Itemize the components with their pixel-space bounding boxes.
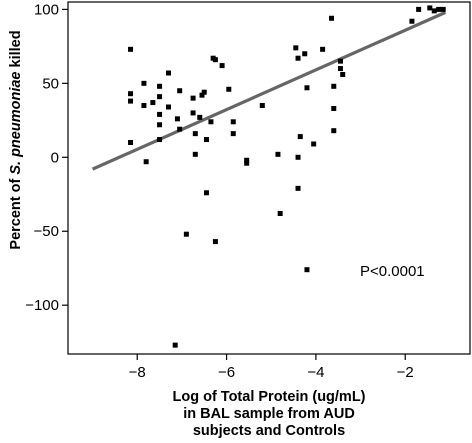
data-point: [226, 86, 232, 92]
data-point: [304, 267, 310, 273]
data-point: [212, 239, 218, 245]
data-point: [302, 51, 308, 57]
data-point: [157, 137, 163, 143]
data-point: [230, 119, 236, 125]
x-tick-label: −2: [397, 364, 414, 381]
data-point: [409, 18, 415, 24]
data-point: [219, 63, 225, 69]
data-point: [244, 160, 250, 166]
data-point: [337, 66, 343, 72]
plot-frame: [67, 1, 471, 355]
data-point: [331, 105, 337, 111]
data-point: [177, 126, 183, 132]
y-axis-title-part: Percent of: [8, 175, 24, 250]
data-point: [295, 55, 301, 61]
data-point: [212, 57, 218, 63]
data-point: [427, 5, 433, 11]
x-tick-label: −6: [218, 364, 235, 381]
p-value-annotation: P<0.0001: [360, 263, 425, 280]
data-point: [150, 100, 156, 106]
data-point: [143, 159, 149, 165]
data-point: [295, 185, 301, 191]
data-point: [304, 85, 310, 91]
data-point: [320, 46, 326, 52]
data-point: [203, 137, 209, 143]
data-point: [277, 210, 283, 216]
data-point: [157, 122, 163, 128]
data-point: [416, 6, 422, 12]
y-tick-label: 50: [42, 75, 59, 92]
y-axis-title-part: killed: [8, 30, 24, 71]
regression-line: [91, 10, 447, 171]
data-point: [128, 91, 134, 97]
data-point: [275, 151, 281, 157]
data-point: [183, 231, 189, 237]
data-point: [128, 46, 134, 52]
data-point: [172, 342, 178, 348]
data-point: [128, 98, 134, 104]
data-point: [337, 58, 343, 64]
data-point: [166, 70, 171, 76]
data-point: [190, 95, 196, 101]
x-axis-title-line: in BAL sample from AUD: [183, 406, 355, 422]
data-point: [197, 114, 203, 120]
data-point: [440, 6, 446, 12]
data-point: [177, 88, 183, 94]
data-point: [331, 83, 337, 89]
data-point: [259, 103, 265, 109]
data-point: [244, 157, 250, 163]
y-tick-label: −50: [34, 223, 59, 240]
data-point: [201, 89, 207, 95]
data-point: [157, 83, 163, 89]
data-point: [208, 119, 214, 125]
y-axis-title: Percent of S. pneumoniae killed: [8, 30, 24, 249]
x-axis-title: Log of Total Protein (ug/mL)in BAL sampl…: [172, 389, 365, 439]
data-point: [157, 94, 163, 100]
data-point: [190, 110, 196, 116]
data-point: [203, 190, 209, 196]
data-point: [311, 141, 317, 147]
x-tick-label: −8: [129, 364, 146, 381]
data-point: [174, 116, 180, 122]
data-point: [293, 45, 299, 51]
data-point: [192, 131, 198, 137]
data-point: [340, 71, 346, 77]
data-point: [192, 151, 198, 157]
data-point: [166, 104, 171, 110]
data-point: [157, 111, 163, 117]
x-axis-title-line: Log of Total Protein (ug/mL): [172, 389, 365, 405]
data-point: [297, 134, 303, 140]
data-point: [331, 128, 337, 134]
data-point: [295, 154, 301, 160]
x-tick-label: −4: [307, 364, 324, 381]
data-point: [199, 92, 205, 98]
data-point: [128, 140, 134, 146]
data-point: [141, 80, 147, 86]
y-tick-label: −100: [25, 297, 59, 314]
data-point: [329, 15, 335, 21]
y-tick-label: 0: [51, 149, 59, 166]
y-axis-title-part: S. pneumoniae: [8, 72, 24, 175]
x-axis-title-line: subjects and Controls: [193, 423, 345, 439]
data-point: [230, 131, 236, 137]
data-point: [141, 103, 147, 109]
data-point: [436, 6, 442, 12]
data-point: [431, 8, 437, 14]
y-tick-label: 100: [34, 1, 59, 18]
